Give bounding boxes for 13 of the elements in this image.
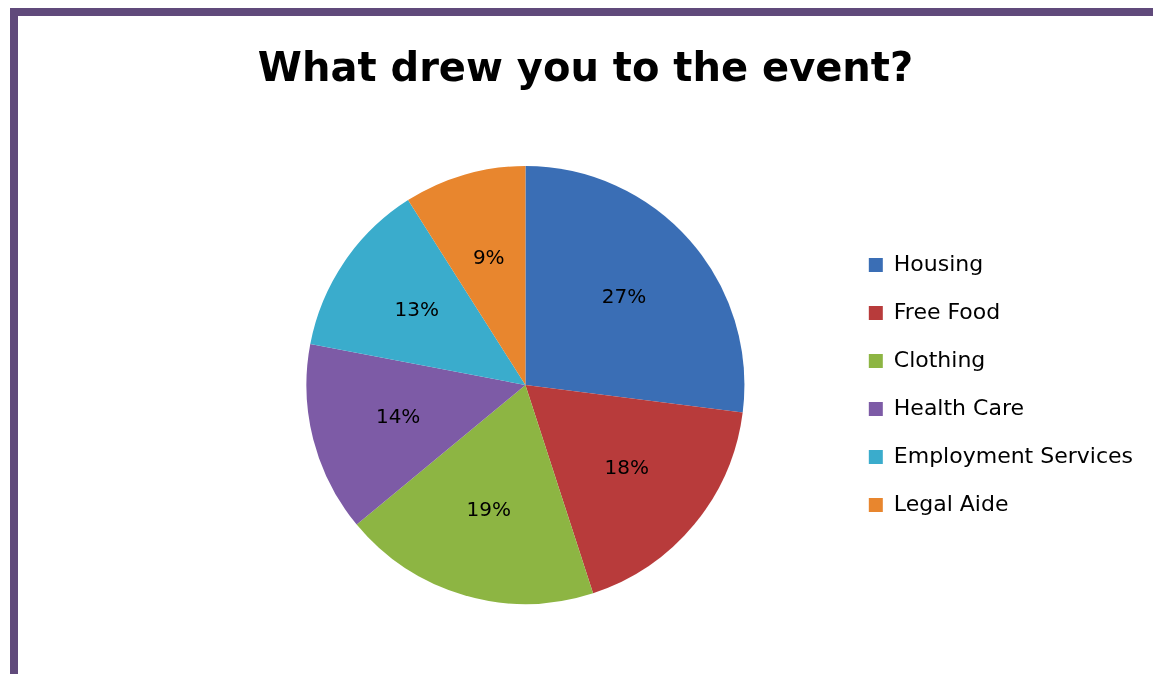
data-label: 27%	[601, 284, 647, 309]
data-label: 14%	[375, 403, 421, 428]
legend-label: Housing	[893, 250, 984, 276]
legend-label: Health Care	[893, 394, 1024, 420]
legend-label: Free Food	[893, 298, 1001, 324]
legend-label: Employment Services	[893, 442, 1133, 468]
data-label: 19%	[466, 497, 511, 522]
legend-label: Legal Aide	[893, 490, 1009, 516]
data-label: 13%	[394, 297, 439, 322]
data-label: 9%	[472, 245, 505, 270]
chart-title: What drew you to the event?	[256, 44, 915, 90]
data-label: 18%	[604, 454, 649, 479]
legend-label: Clothing	[893, 346, 986, 372]
